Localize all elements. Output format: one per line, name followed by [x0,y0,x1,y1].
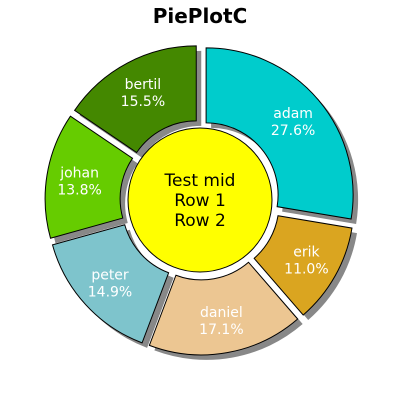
center-label-line: Row 1 [174,191,226,211]
slice-peter [51,224,170,344]
slice-daniel [148,261,299,356]
slice-name-label: johan [59,165,99,181]
slice-adam [205,47,354,220]
slice-layer [44,45,354,356]
slice-percent-label: 17.1% [199,322,243,338]
slice-johan [44,115,134,239]
slice-percent-label: 11.0% [284,262,328,278]
slice-erik [253,215,353,316]
slice-name-label: daniel [200,305,243,321]
slice-name-label: adam [273,106,313,122]
slice-percent-label: 13.8% [57,182,101,198]
center-label-line: Row 2 [174,211,226,231]
slice-bertil [73,45,197,154]
slice-name-label: bertil [125,77,162,93]
slice-percent-label: 15.5% [121,94,165,110]
slice-percent-label: 14.9% [88,284,132,300]
center-circle [127,127,273,273]
slice-percent-label: 27.6% [271,123,315,139]
slice-name-label: erik [293,245,320,261]
slice-name-label: peter [91,267,129,283]
chart-title: PiePlotC [152,4,248,28]
center-label-line: Test mid [164,171,236,191]
